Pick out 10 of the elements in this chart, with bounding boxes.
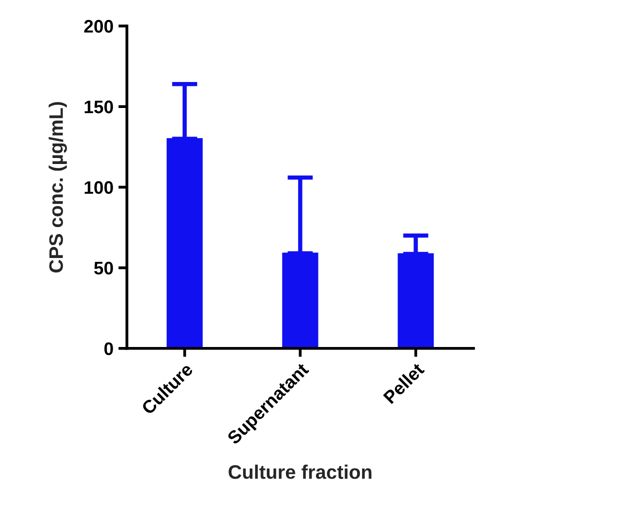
y-tick-label: 100 [84, 181, 113, 194]
bar [398, 253, 434, 348]
y-tick-label: 200 [84, 20, 113, 33]
y-tick-label: 0 [104, 342, 113, 356]
y-tick-label: 50 [94, 262, 113, 275]
y-tick-label: 150 [84, 100, 113, 114]
x-axis-title: Culture fraction [228, 464, 372, 479]
y-axis-title: CPS conc. (µg/mL) [48, 102, 67, 272]
bar [166, 138, 203, 348]
bar [282, 252, 318, 348]
